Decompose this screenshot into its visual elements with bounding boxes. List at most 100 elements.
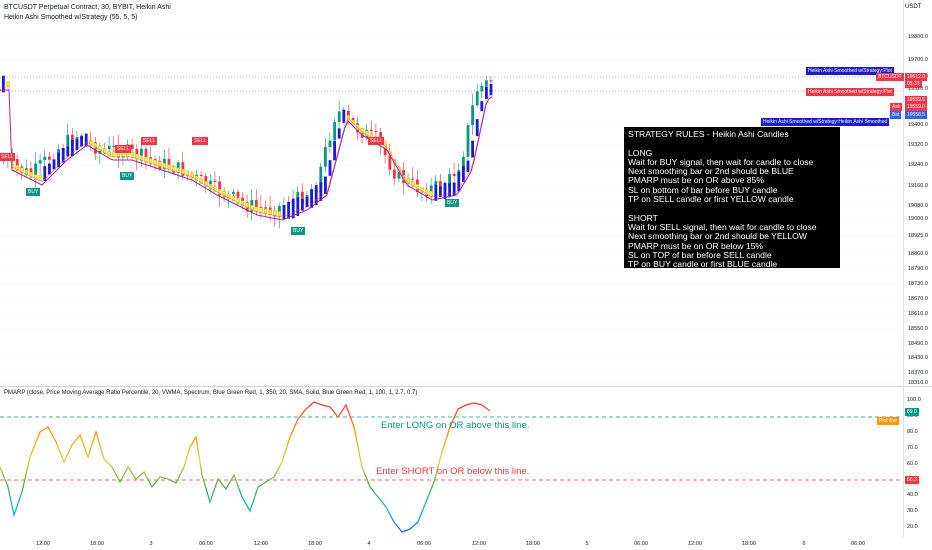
yellow-smoothing-bar — [240, 200, 245, 206]
candle-body — [66, 134, 70, 150]
short-rule-4: SL on TOP of bar before SELL candle — [628, 249, 772, 260]
buy-signal: BUY — [291, 227, 306, 235]
blue-smoothing-bar — [296, 197, 300, 217]
price-tick-label: 18430.0 — [908, 355, 928, 361]
blue-smoothing-bar — [75, 139, 79, 151]
time-tick-label: 06:00 — [851, 541, 865, 547]
price-tick-label: 18610.0 — [908, 311, 928, 317]
short-rule-5: TP on BUY candle or first BLUE candle — [628, 259, 778, 268]
yellow-smoothing-bar — [181, 169, 185, 175]
yellow-smoothing-bar — [259, 207, 263, 214]
yellow-smoothing-bar — [176, 167, 180, 173]
short-rule-1: Wait for SELL signal, then wait for cand… — [628, 221, 817, 232]
candle-body — [397, 169, 401, 179]
blue-smoothing-bar — [480, 101, 484, 112]
yellow-smoothing-bar — [38, 175, 42, 181]
blue-smoothing-bar — [314, 185, 318, 206]
yellow-smoothing-bar — [245, 202, 249, 209]
candle-body — [466, 125, 470, 157]
yellow-smoothing-bar — [190, 172, 194, 179]
candle-body — [434, 181, 438, 186]
pane-separator[interactable] — [0, 386, 932, 387]
candle-body — [149, 157, 152, 160]
price-tick-label: 18670.0 — [908, 296, 928, 302]
short-threshold-note: Enter SHORT on OR below this line. — [376, 466, 530, 477]
yellow-smoothing-bar — [227, 193, 231, 199]
yellow-smoothing-bar — [199, 178, 203, 184]
price-tick-label: 18860.0 — [908, 251, 928, 257]
yellow-smoothing-bar — [29, 172, 33, 178]
candle-body — [71, 134, 74, 145]
sell-signal: SELL — [141, 137, 158, 145]
candle-body — [259, 206, 263, 209]
candle-body — [213, 180, 217, 182]
yellow-smoothing-bar — [15, 165, 19, 171]
candle-body — [34, 163, 37, 176]
price-chart[interactable] — [0, 0, 932, 387]
time-tick-label: 6 — [802, 541, 806, 547]
yellow-smoothing-bar — [34, 174, 38, 180]
price-tick-label: 19520.0 — [908, 86, 928, 92]
blue-smoothing-bar — [71, 139, 74, 157]
pmarp-tick-label: 20.0 — [907, 524, 918, 531]
candle-body — [29, 168, 33, 176]
ask-price-tag: 19559.0 — [905, 103, 928, 111]
yellow-smoothing-bar — [273, 210, 277, 216]
blue-smoothing-bar — [66, 146, 70, 157]
candle-body — [199, 174, 203, 177]
plot-tag-b: Heikin Ashi Smoothed w/Strategy:Plot — [806, 88, 894, 96]
candle-body — [319, 166, 323, 193]
candle-body — [301, 191, 304, 204]
candle-body — [167, 158, 171, 169]
sell-signal: SELL — [115, 145, 132, 153]
candle-body — [107, 145, 111, 150]
price-tick-label: 18730.0 — [908, 281, 928, 287]
pmarp-chart[interactable] — [0, 387, 932, 537]
yellow-smoothing-bar — [144, 156, 148, 163]
blue-smoothing-bar — [439, 186, 442, 198]
last-price-tag: 19612.0 — [905, 73, 928, 81]
blue-smoothing-bar — [448, 183, 451, 197]
candle-body — [255, 200, 258, 207]
price-tick-label: 19800.0 — [908, 34, 928, 40]
candle-body — [448, 173, 451, 188]
price-tick-label: 19160.0 — [908, 183, 928, 189]
yellow-smoothing-bar — [268, 209, 272, 215]
buy-signal: BUY — [26, 188, 41, 196]
candle-body — [429, 185, 433, 197]
yellow-smoothing-bar — [153, 159, 157, 166]
strategy-rules-box[interactable]: STRATEGY RULES - Heikin Ashi Candles LON… — [624, 127, 840, 268]
btc-symbol-tag: BTCUSDT — [876, 73, 904, 81]
price-tag-2: 19559.5 — [905, 96, 928, 104]
time-tick-label: 12:00 — [254, 541, 268, 547]
blue-smoothing-bar — [291, 198, 295, 219]
candle-body — [324, 146, 327, 167]
sell-signal: SELL — [0, 153, 16, 161]
currency-label[interactable]: USDT — [905, 4, 922, 10]
yellow-smoothing-bar — [162, 162, 166, 169]
price-tick-label: 18370.0 — [908, 370, 928, 376]
bid-price-tag: 19558.5 — [905, 111, 928, 119]
yellow-smoothing-bar — [365, 130, 369, 137]
candle-body — [452, 173, 456, 177]
ma-line-2 — [0, 86, 493, 218]
yellow-smoothing-bar — [148, 158, 153, 164]
yellow-smoothing-bar — [24, 169, 28, 176]
blue-smoothing-bar — [43, 166, 47, 182]
candle-body — [485, 80, 488, 86]
candle-body — [333, 122, 336, 141]
candle-body — [144, 148, 148, 158]
candle-body — [232, 191, 235, 194]
time-tick-label: 12:00 — [472, 541, 486, 547]
yellow-smoothing-bar — [264, 208, 268, 214]
time-tick-label: 18:00 — [526, 541, 540, 547]
candle-body — [370, 129, 373, 132]
candle-body — [393, 169, 396, 179]
yellow-smoothing-bar — [6, 81, 10, 87]
pmarp-legend[interactable]: PMARP (close, Price Moving Average Ratio… — [4, 390, 418, 396]
candle-body — [98, 149, 102, 154]
pmarp-low-tag: 50.3 — [905, 476, 919, 484]
indicator-legend[interactable]: Heikin Ashi Smoothed w/Strategy (55, 5, … — [4, 14, 138, 21]
chart-title[interactable]: BTCUSDT Perpetual Contract, 30, BYBIT, H… — [4, 4, 171, 11]
yellow-smoothing-bar — [217, 188, 222, 195]
